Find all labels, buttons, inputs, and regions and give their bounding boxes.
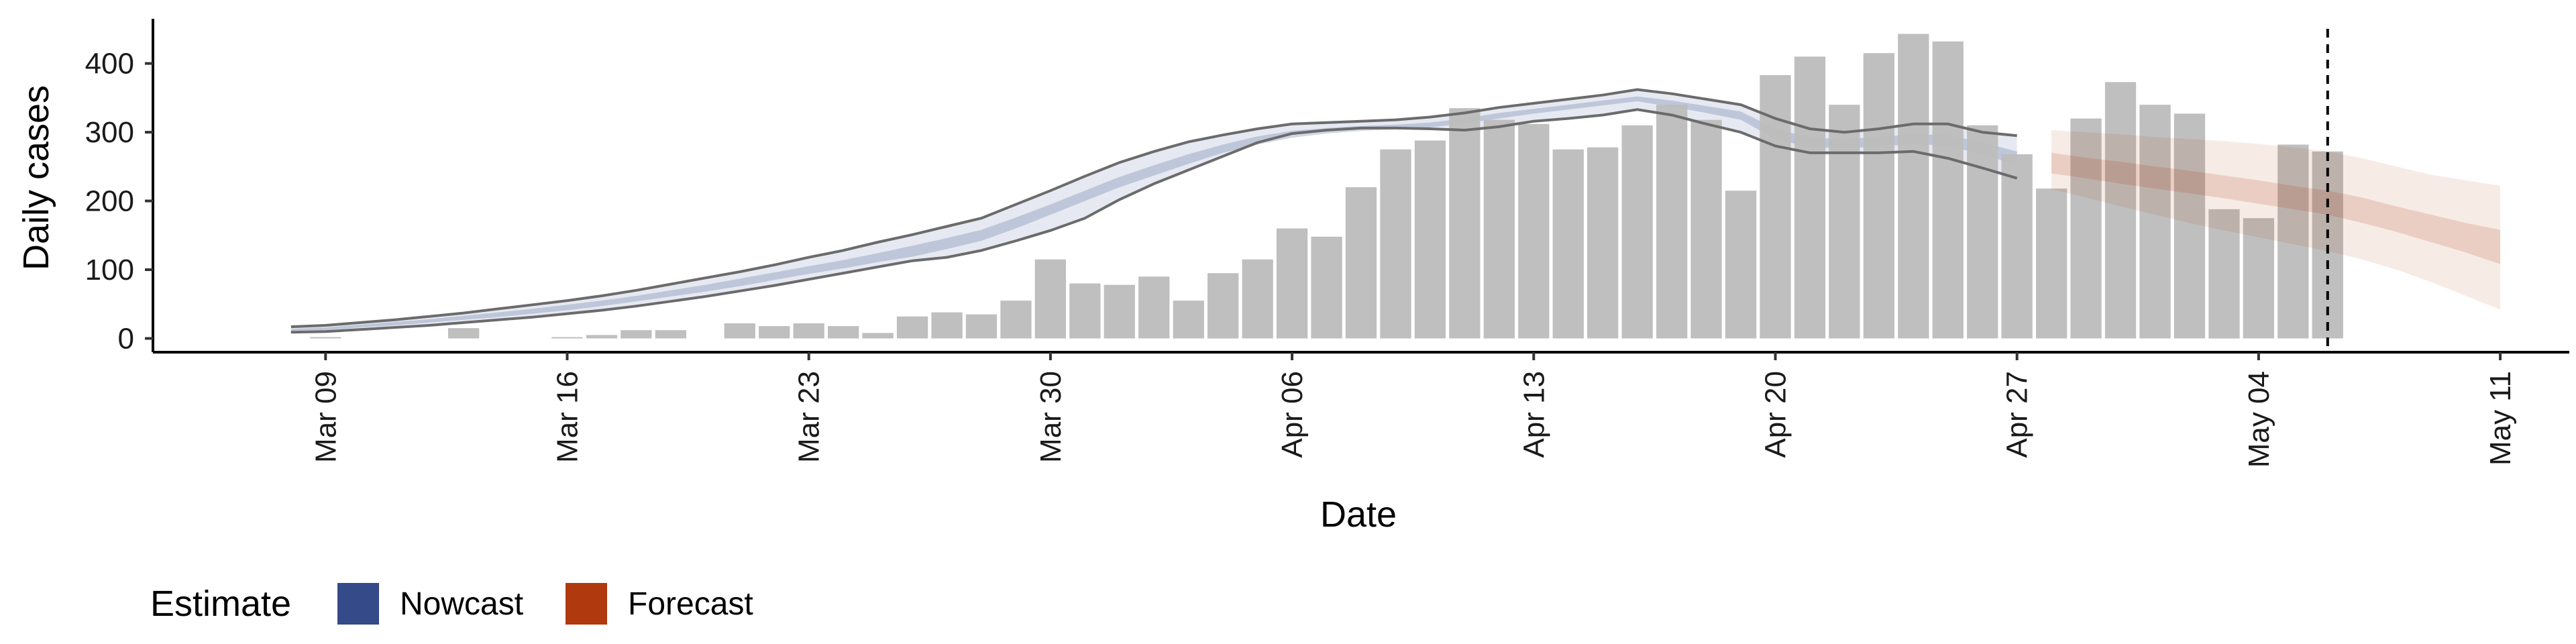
- legend: Estimate Nowcast Forecast: [150, 583, 753, 625]
- bar-2020-04-21: [1794, 56, 1826, 339]
- y-tick-label: 400: [85, 48, 134, 80]
- bar-2020-04-13: [1518, 123, 1550, 339]
- x-tick-label: Apr 13: [1517, 371, 1550, 458]
- x-tick-label: Apr 06: [1276, 371, 1309, 458]
- nowcast-interval-lines: [290, 88, 2018, 334]
- x-tick-label: Apr 27: [2001, 371, 2034, 458]
- bar-2020-05-03: [2208, 209, 2240, 339]
- y-axis-title: Daily cases: [16, 85, 56, 270]
- bar-2020-03-29: [1000, 301, 1032, 339]
- y-tick-label: 300: [85, 116, 134, 149]
- bar-2020-04-24: [1898, 34, 1929, 339]
- forecast-band-90: [2051, 130, 2501, 310]
- x-tick-label: Mar 30: [1034, 371, 1067, 463]
- bar-2020-04-10: [1414, 140, 1446, 339]
- bar-2020-03-17: [586, 335, 618, 339]
- bar-2020-04-12: [1483, 119, 1515, 339]
- bar-2020-04-23: [1863, 53, 1894, 339]
- legend-swatch-nowcast: [337, 583, 379, 625]
- bar-2020-05-01: [2139, 105, 2171, 339]
- bar-2020-04-26: [1967, 125, 1998, 339]
- x-tick-label: Mar 23: [793, 371, 826, 463]
- x-tick-label: May 04: [2243, 371, 2275, 468]
- x-tick-label: Mar 09: [309, 371, 342, 463]
- bar-2020-03-28: [965, 314, 998, 339]
- bar-2020-04-03: [1173, 301, 1204, 339]
- y-tick-label: 200: [85, 185, 134, 218]
- bar-2020-03-22: [759, 326, 790, 339]
- x-axis-title: Date: [1320, 494, 1397, 535]
- bar-2020-04-30: [2104, 82, 2137, 339]
- bar-2020-05-02: [2174, 113, 2206, 339]
- bar-2020-03-31: [1069, 283, 1101, 339]
- bar-2020-04-15: [1587, 147, 1619, 339]
- legend-swatch-forecast: [566, 583, 607, 625]
- bar-2020-04-19: [1725, 191, 1757, 339]
- bar-2020-04-01: [1104, 284, 1135, 339]
- x-axis-ticks: Mar 09 Mar 16 Mar 23 Mar 30 Apr 06 Apr 13 Apr …: [309, 352, 2517, 468]
- y-axis-ticks: 0 100 200 300 400: [85, 48, 153, 356]
- bar-2020-04-09: [1380, 149, 1411, 339]
- bar-2020-04-14: [1552, 149, 1584, 339]
- bar-2020-04-16: [1621, 125, 1653, 339]
- bar-2020-04-04: [1208, 273, 1239, 339]
- bar-2020-03-23: [793, 323, 824, 339]
- bar-2020-04-29: [2070, 118, 2102, 339]
- bar-2020-04-17: [1656, 105, 1688, 339]
- bar-2020-04-08: [1345, 187, 1377, 339]
- bar-2020-04-05: [1242, 259, 1273, 339]
- bar-2020-04-07: [1311, 236, 1342, 339]
- bar-2020-04-25: [1932, 41, 1964, 339]
- x-tick-label: Mar 16: [551, 371, 584, 463]
- bar-2020-03-26: [896, 316, 928, 339]
- axes: 0 100 200 300 400 Mar 09 Mar 16 Mar 23 Mar 30 Ap…: [85, 19, 2569, 468]
- forecast-bands: [2051, 130, 2501, 310]
- bar-2020-03-24: [828, 326, 859, 339]
- bar-2020-03-30: [1034, 259, 1066, 339]
- bar-2020-04-28: [2036, 189, 2068, 339]
- bar-2020-04-02: [1138, 276, 1170, 339]
- bar-2020-03-13: [448, 328, 480, 339]
- nowcast-upper-line: [290, 88, 2017, 329]
- bar-2020-03-25: [862, 333, 894, 339]
- bar-2020-05-05: [2277, 144, 2309, 339]
- x-tick-label: May 11: [2484, 371, 2517, 466]
- bar-2020-04-27: [2001, 154, 2033, 339]
- y-tick-label: 100: [85, 254, 134, 286]
- legend-label-forecast: Forecast: [628, 586, 753, 622]
- bar-2020-04-22: [1829, 105, 1860, 339]
- bar-2020-03-09: [310, 337, 341, 339]
- bar-2020-03-27: [931, 312, 963, 339]
- bar-2020-04-06: [1276, 228, 1308, 339]
- bar-2020-04-11: [1449, 108, 1481, 339]
- bar-2020-03-18: [621, 330, 652, 339]
- bar-2020-04-18: [1690, 119, 1722, 339]
- forecast-band-50: [2051, 152, 2501, 264]
- nowcast-lower-line: [290, 108, 2018, 334]
- bar-2020-05-04: [2243, 218, 2274, 339]
- legend-title: Estimate: [150, 584, 291, 624]
- bar-2020-03-16: [551, 337, 583, 339]
- bar-2020-03-21: [724, 323, 755, 339]
- legend-label-nowcast: Nowcast: [400, 586, 523, 622]
- bar-2020-03-19: [655, 330, 686, 339]
- x-tick-label: Apr 20: [1759, 371, 1792, 458]
- y-tick-label: 0: [118, 323, 134, 356]
